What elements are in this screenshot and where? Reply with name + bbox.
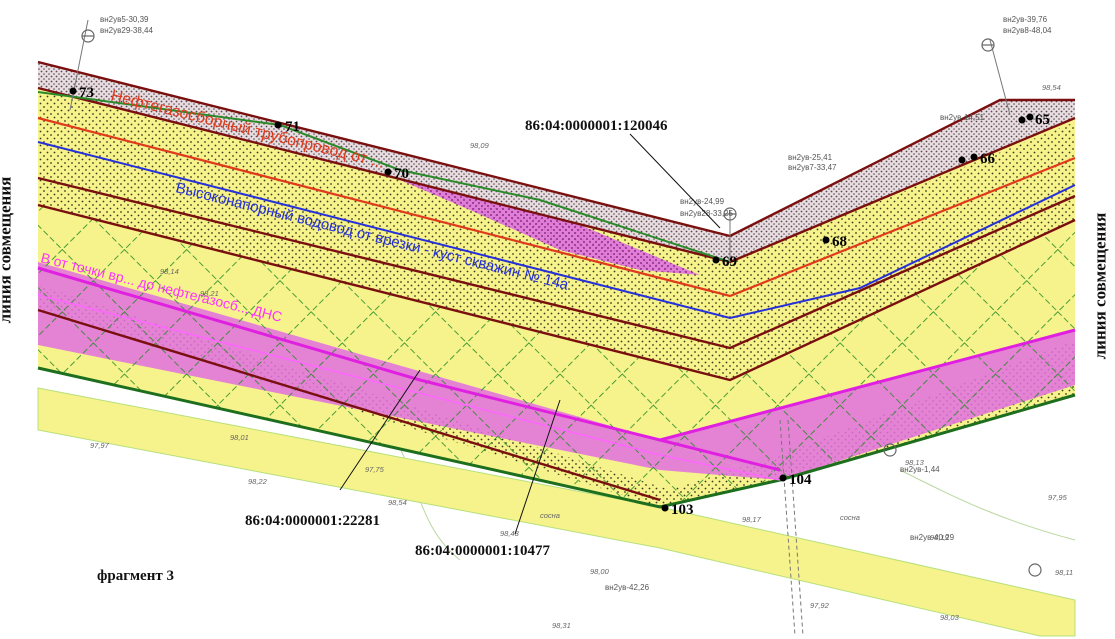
elevation-text: 98,09	[470, 141, 490, 150]
elevation-text: 98,22	[248, 477, 268, 486]
well-text: вн2ув29-38,44	[100, 26, 154, 35]
point-label: 68	[832, 234, 847, 250]
parcel-label: 86:04:0000001:120046	[525, 118, 668, 134]
right-alignment-label: линия совмещения	[1090, 212, 1110, 360]
point-marker	[958, 156, 966, 164]
blue-pipeline-line	[37, 141, 1076, 320]
point-label: 69	[722, 254, 737, 270]
elevation-text: 98,19	[930, 533, 950, 542]
elevation-labels: 98,09 98,14 98,21 98,01 97,97 97,75 98,2…	[90, 83, 1073, 630]
parcel-leaders	[339, 133, 721, 535]
elevation-text: 98,00	[590, 567, 610, 576]
tree-label: сосна	[540, 511, 560, 520]
gray-top-strip	[38, 62, 1075, 262]
elevation-text: 97,95	[1048, 493, 1068, 502]
point-label: 71	[285, 119, 300, 135]
point-label: 65	[1035, 112, 1050, 128]
parcel-label: 86:04:0000001:22281	[245, 513, 380, 529]
point-marker	[970, 153, 978, 161]
elevation-text: 98,11	[1055, 568, 1073, 577]
point-marker	[1018, 116, 1026, 124]
point-marker	[712, 256, 720, 264]
road-lines	[69, 19, 1011, 637]
pink-thin-line	[37, 294, 781, 481]
point-marker	[779, 474, 787, 482]
well-text: вн2ув5-30,39	[100, 15, 149, 24]
elevation-text: 98,31	[552, 621, 571, 630]
well-text: вн2ув-40,29	[910, 533, 955, 542]
well-text: вн2ув-14,51	[940, 113, 985, 122]
elevation-text: 98,54	[1042, 83, 1061, 92]
well-text: вн2ув8-48,04	[1003, 26, 1052, 35]
elevation-text: 97,75	[365, 465, 385, 474]
green-boundary-line	[37, 91, 731, 263]
dark-red-boundaries	[37, 60, 1076, 502]
red-pipeline-line	[37, 116, 1076, 298]
magenta-pipeline-line-2	[659, 328, 1076, 442]
survey-points: 73 71 70 69 68 66 65 104 103	[69, 85, 1050, 518]
elevation-text: 98,01	[230, 433, 249, 442]
point-marker	[822, 236, 830, 244]
point-marker	[1026, 113, 1034, 121]
well-text: вн2ув-1,44	[900, 465, 940, 474]
elevation-text: 98,17	[742, 515, 762, 524]
point-label: 103	[671, 502, 694, 518]
elevation-text: 98,14	[160, 267, 179, 276]
point-marker	[69, 87, 77, 95]
well-text: вн2ув-24,99	[680, 197, 725, 206]
elevation-text: 98,54	[388, 498, 407, 507]
well-text: вн2ув-39,76	[1003, 15, 1048, 24]
point-marker	[274, 121, 282, 129]
point-marker	[384, 168, 392, 176]
elevation-text: 97,92	[810, 601, 830, 610]
elevation-text: 98,03	[940, 613, 960, 622]
elevation-text: 98,13	[905, 458, 925, 467]
point-marker	[661, 504, 669, 512]
well-text: вн2ув-25,41	[788, 153, 833, 162]
point-label: 66	[980, 151, 996, 167]
elevation-text: 97,97	[90, 441, 110, 450]
yellow-corridor-band	[37, 387, 1076, 637]
hatch-zone	[38, 205, 1075, 507]
fragment-label: фрагмент 3	[97, 568, 174, 584]
point-label: 104	[789, 472, 812, 488]
left-alignment-label: линия совмещения	[0, 176, 15, 324]
well-markers	[81, 29, 1042, 577]
elevation-text: 98,21	[200, 289, 219, 298]
tree-label: сосна	[840, 513, 860, 522]
well-text: вн2ув7-33,47	[788, 163, 837, 172]
point-label: 73	[79, 85, 94, 101]
pink-zone-top-dots	[400, 180, 700, 275]
magenta-pipeline-line	[37, 266, 781, 472]
well-text: вн2ув-42,26	[605, 583, 650, 592]
dark-green-lower-line	[37, 366, 1076, 509]
point-label: 70	[394, 166, 409, 182]
parcel-label: 86:04:0000001:10477	[415, 543, 550, 559]
elevation-text: 98,48	[500, 529, 520, 538]
